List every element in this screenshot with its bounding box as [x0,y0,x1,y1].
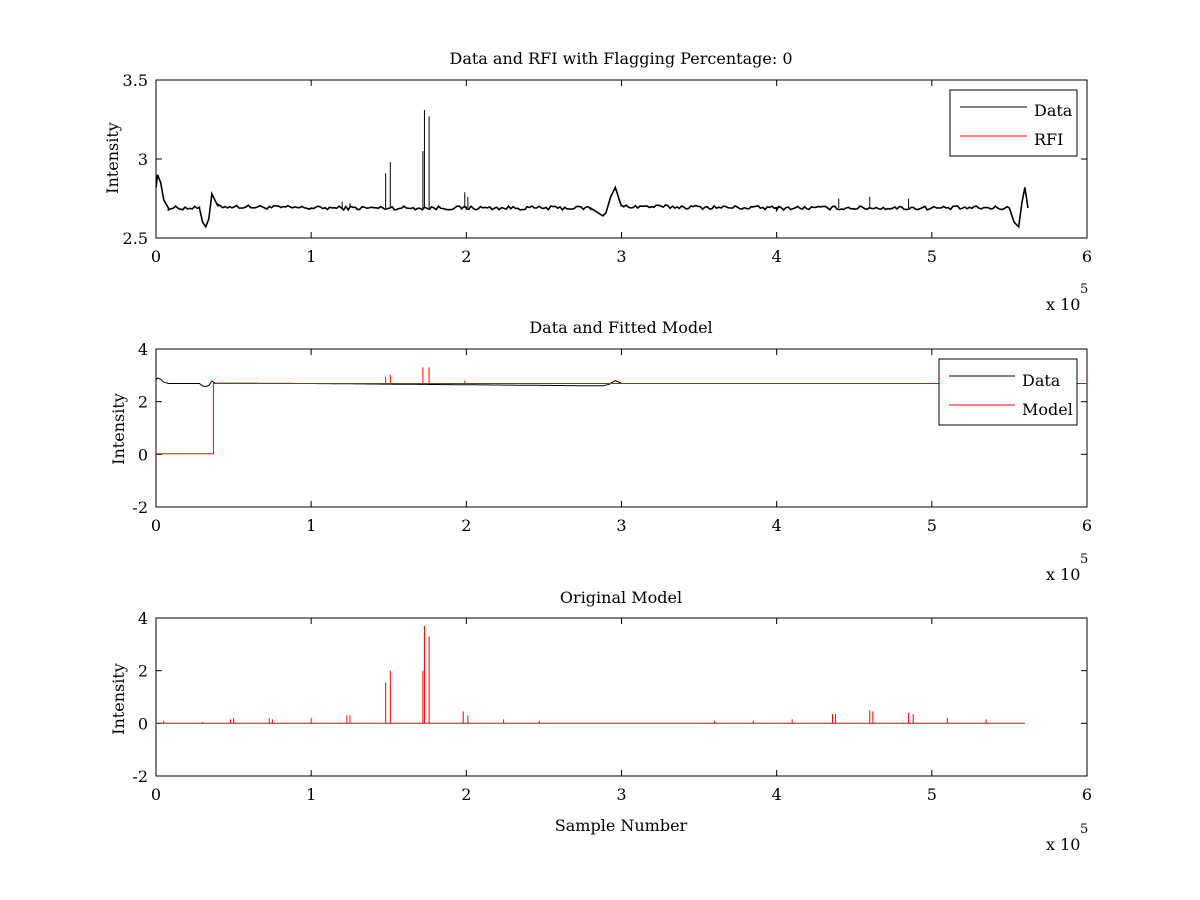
x-axis-label: Sample Number [555,816,688,835]
x-tick-label: 0 [151,516,161,535]
x-tick-label: 4 [772,247,782,266]
series-line-data [155,174,1029,229]
x-tick-label: 5 [927,785,937,804]
x-tick-label: 1 [306,516,316,535]
y-tick-label: 3 [138,150,148,169]
y-tick-label: 3.5 [123,71,148,90]
x-tick-label: 4 [772,516,782,535]
x-multiplier: x 10 [1046,565,1080,584]
x-tick-label: 0 [151,247,161,266]
y-axis-label: Intensity [109,393,128,465]
y-tick-label: 2 [138,662,148,681]
x-tick-label: 0 [151,785,161,804]
panel-title: Data and Fitted Model [529,318,712,337]
y-tick-label: 0 [138,714,148,733]
x-tick-label: 2 [461,247,471,266]
x-tick-label: 5 [927,516,937,535]
x-tick-label: 3 [616,785,626,804]
y-tick-label: 4 [138,609,148,628]
x-multiplier-exponent: 5 [1080,822,1088,837]
series-line-model [156,383,1087,455]
legend-label-rfi: RFI [1034,130,1063,149]
panel-title: Original Model [560,588,682,607]
x-tick-label: 6 [1082,785,1092,804]
x-multiplier-exponent: 5 [1080,282,1088,297]
plot-area [155,617,1088,777]
y-axis-label: Intensity [103,122,122,194]
y-tick-label: 4 [138,340,148,359]
legend: Data RFI [949,89,1078,157]
x-tick-label: 2 [461,516,471,535]
plot-area [155,79,1088,239]
x-tick-label: 1 [306,785,316,804]
plot-area [155,348,1088,508]
y-axis-label: Intensity [109,663,128,735]
x-tick-label: 3 [616,247,626,266]
x-multiplier: x 10 [1046,835,1080,854]
y-tick-label: -2 [132,498,148,517]
x-tick-label: 5 [927,247,937,266]
x-tick-label: 1 [306,247,316,266]
x-tick-label: 6 [1082,247,1092,266]
legend: Data Model [938,358,1078,426]
legend-label-data: Data [1022,371,1061,390]
x-tick-label: 2 [461,785,471,804]
y-tick-label: 2.5 [123,229,148,248]
legend-label-model: Model [1022,400,1073,419]
panel-data-and-fitted-model: Data and Fitted Model Intensity 0 1 2 3 4 5 6 -… [109,318,1092,584]
y-tick-label: -2 [132,767,148,786]
y-tick-label: 2 [138,393,148,412]
x-multiplier: x 10 [1046,295,1080,314]
x-tick-label: 3 [616,516,626,535]
panel-data-and-rfi: Data and RFI with Flagging Percentage: 0… [103,49,1092,314]
x-tick-label: 6 [1082,516,1092,535]
y-tick-label: 0 [138,445,148,464]
x-multiplier-exponent: 5 [1080,552,1088,567]
x-tick-label: 4 [772,785,782,804]
panel-title: Data and RFI with Flagging Percentage: 0 [449,49,792,68]
legend-label-data: Data [1034,101,1073,120]
